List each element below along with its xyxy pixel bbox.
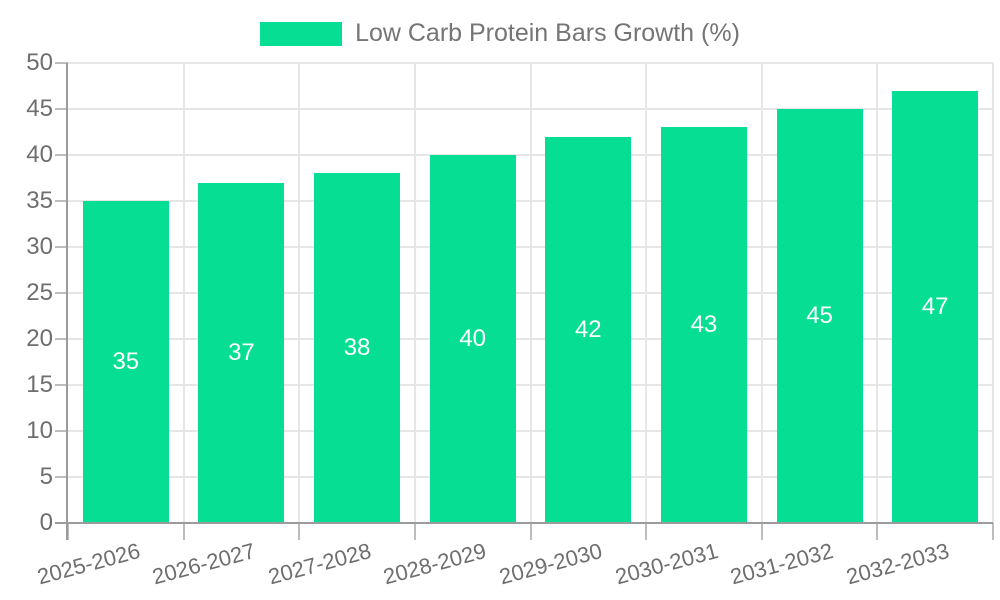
y-tick (55, 430, 68, 432)
y-tick-label: 10 (26, 417, 53, 444)
y-tick-label: 30 (26, 233, 53, 260)
y-tick (55, 108, 68, 110)
y-tick-label: 0 (39, 509, 53, 536)
bar-2028-2029[interactable]: 40 (429, 155, 516, 523)
y-tick-label: 35 (26, 187, 53, 214)
grid-line-v (413, 63, 416, 523)
y-tick-label: 15 (26, 371, 53, 398)
bar-2031-2032[interactable]: 45 (776, 109, 863, 523)
y-tick (55, 62, 68, 64)
y-tick-label: 20 (26, 325, 53, 352)
x-tick (645, 523, 648, 540)
y-tick-label: 25 (26, 279, 53, 306)
x-tick (413, 523, 416, 540)
y-tick (55, 338, 68, 340)
legend-swatch (260, 21, 343, 46)
bar-value-label: 42 (574, 315, 602, 343)
grid-line-v (645, 63, 648, 523)
grid-line-v (876, 63, 879, 523)
bar-2029-2030[interactable]: 42 (545, 136, 632, 523)
x-tick-label-2029-2030: 2029-2030 (496, 538, 605, 590)
y-tick-label: 5 (39, 463, 53, 490)
bar-value-label: 38 (343, 334, 371, 362)
y-tick (55, 384, 68, 386)
grid-line-v (182, 63, 185, 523)
bar-2025-2026[interactable]: 35 (82, 201, 169, 523)
bar-value-label: 43 (690, 311, 718, 339)
x-tick-label-2031-2032: 2031-2032 (727, 538, 837, 590)
y-axis-line (66, 63, 68, 540)
x-tick (67, 523, 69, 540)
legend[interactable]: Low Carb Protein Bars Growth (%) (0, 20, 1000, 47)
x-tick-label-2026-2027: 2026-2027 (149, 538, 258, 590)
x-tick-label-2028-2029: 2028-2029 (381, 538, 490, 590)
bar-2027-2028[interactable]: 38 (314, 173, 401, 523)
grid-line-v (529, 63, 532, 523)
y-tick (55, 292, 68, 294)
y-tick (55, 476, 68, 478)
x-tick-label-2027-2028: 2027-2028 (265, 538, 374, 590)
x-tick (876, 523, 879, 540)
y-tick-label: 50 (26, 49, 53, 76)
y-tick (55, 200, 68, 202)
x-tick (182, 523, 185, 540)
y-tick-label: 45 (26, 95, 53, 122)
bar-value-label: 45 (806, 302, 833, 329)
bar-value-label: 40 (459, 325, 487, 352)
y-tick (55, 154, 68, 156)
legend-label: Low Carb Protein Bars Growth (%) (355, 19, 740, 47)
x-tick-label-2032-2033: 2032-2033 (843, 538, 952, 590)
x-tick (760, 523, 763, 540)
x-tick (298, 523, 301, 540)
x-tick-label-2025-2026: 2025-2026 (34, 538, 143, 590)
bar-2032-2033[interactable]: 47 (892, 90, 979, 523)
x-tick-label-2030-2031: 2030-2031 (612, 538, 721, 590)
bar-2026-2027[interactable]: 37 (198, 182, 285, 523)
grid-line-v (298, 63, 301, 523)
grid-line-v (992, 63, 994, 523)
bar-2030-2031[interactable]: 43 (660, 127, 747, 523)
bar-value-label: 37 (228, 338, 255, 366)
x-tick (529, 523, 532, 540)
x-axis-line (55, 522, 993, 524)
bar-value-label: 35 (112, 348, 140, 375)
y-tick-label: 40 (26, 141, 53, 168)
grid-line-v (760, 63, 763, 523)
x-tick (992, 523, 994, 540)
bar-value-label: 47 (921, 292, 949, 320)
y-tick (55, 246, 68, 248)
